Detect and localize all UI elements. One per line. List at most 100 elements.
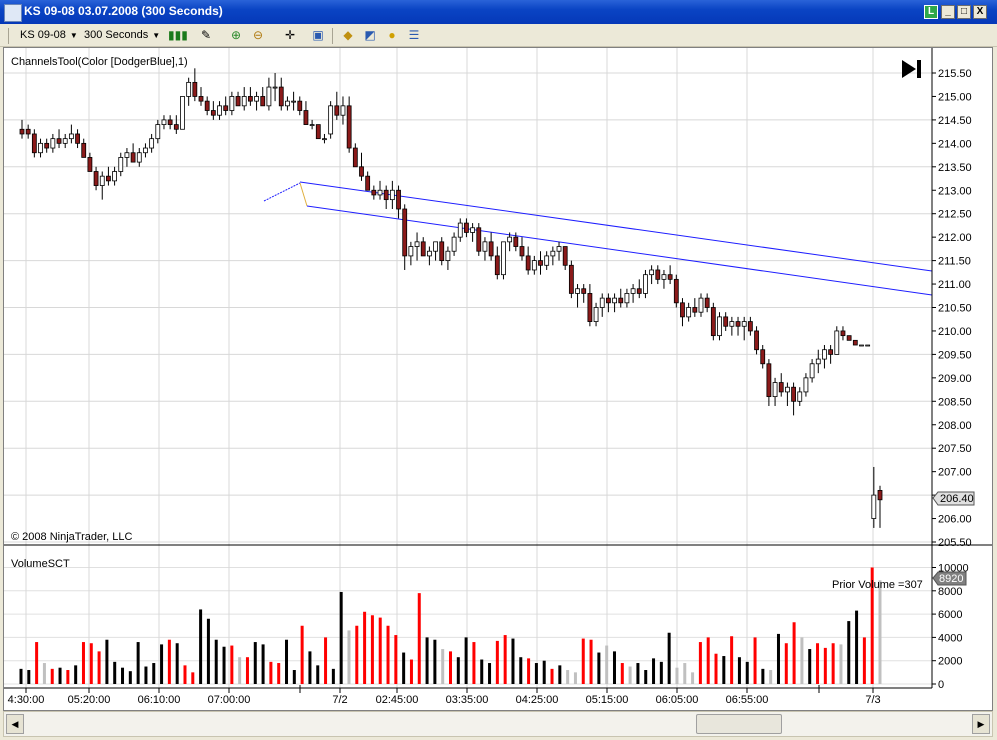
volume-bar <box>816 643 820 684</box>
candle <box>575 284 580 308</box>
candle <box>871 466 877 528</box>
candle <box>118 152 124 177</box>
candle <box>371 185 377 200</box>
candle <box>488 232 494 261</box>
volume-bar <box>683 663 687 684</box>
volume-bar <box>831 643 835 684</box>
candle <box>531 255 537 275</box>
app-icon <box>4 4 22 22</box>
candle <box>624 288 630 308</box>
candle <box>599 293 605 317</box>
candle <box>525 246 531 275</box>
candle <box>186 77 192 106</box>
candle <box>772 377 778 406</box>
candle <box>106 166 111 186</box>
volume-bar <box>183 665 187 684</box>
volume-bar <box>472 642 476 684</box>
price-tick-label: 215.50 <box>938 68 972 80</box>
zoom-in-icon[interactable]: ⊕ <box>230 28 242 42</box>
candle <box>464 218 469 238</box>
candle <box>272 73 278 102</box>
volume-bar <box>612 651 616 684</box>
volume-bar <box>644 670 648 684</box>
chart-style-icon[interactable]: ◩ <box>364 28 376 42</box>
link-button[interactable]: L <box>924 5 938 19</box>
volume-bar <box>378 617 382 684</box>
jump-to-end-icon[interactable] <box>902 60 921 78</box>
candle <box>260 87 266 107</box>
volume-tick-label: 6000 <box>938 609 962 621</box>
candle <box>402 204 408 270</box>
candle <box>315 124 321 140</box>
strategy-icon[interactable]: ◆ <box>343 28 353 42</box>
volume-bar <box>331 668 335 684</box>
chevron-down-icon: ▼ <box>69 31 78 40</box>
pencil-icon[interactable]: ✎ <box>200 28 212 42</box>
candle <box>241 87 247 111</box>
channel-upper-line[interactable] <box>299 181 933 272</box>
candle <box>593 302 599 327</box>
current-volume-marker: 8920 <box>932 571 967 586</box>
candle <box>210 101 216 120</box>
candle <box>785 382 790 406</box>
candle <box>846 335 852 341</box>
volume-bar <box>19 668 23 684</box>
chart-canvas[interactable]: ChannelsTool(Color [DodgerBlue],1) © 200… <box>4 48 992 710</box>
crosshair-icon[interactable]: ✛ <box>284 28 296 42</box>
candle <box>383 185 389 210</box>
candle <box>692 298 698 317</box>
volume-bar <box>636 663 640 684</box>
price-tick-label: 210.50 <box>938 303 972 315</box>
grid-lines <box>4 48 932 688</box>
time-tick-label: 06:10:00 <box>138 694 181 706</box>
period-label: 300 Seconds <box>84 29 149 41</box>
volume-bar <box>480 659 484 684</box>
scroll-thumb[interactable] <box>696 714 782 734</box>
candle <box>87 152 93 172</box>
chart-panel[interactable]: ChannelsTool(Color [DodgerBlue],1) © 200… <box>3 47 993 711</box>
candle <box>680 298 685 327</box>
volume-bar <box>464 637 468 684</box>
zoom-out-icon[interactable]: ⊖ <box>252 28 264 42</box>
candle <box>673 274 679 308</box>
candle <box>396 185 401 219</box>
cash-icon[interactable]: ● <box>388 28 396 42</box>
volume-bar <box>800 637 804 684</box>
candle <box>723 312 729 331</box>
horizontal-scrollbar[interactable]: ◀ ▶ <box>3 711 993 737</box>
volume-bar <box>542 660 546 684</box>
data-box-icon[interactable]: ☰ <box>408 28 420 42</box>
volume-bar <box>573 672 577 684</box>
volume-bar <box>823 647 827 684</box>
candle <box>143 143 148 158</box>
instrument-selector[interactable]: KS 09-08 ▼ <box>20 27 78 43</box>
volume-bar <box>691 672 695 684</box>
candle <box>291 91 296 111</box>
volume-tick-label: 8000 <box>938 586 962 598</box>
candle <box>93 166 99 191</box>
volume-bar <box>308 651 312 684</box>
candle <box>667 265 673 285</box>
scroll-right-arrow[interactable]: ▶ <box>972 714 990 734</box>
volume-bar <box>870 567 874 684</box>
close-button[interactable]: X <box>973 5 987 19</box>
volume-bar <box>394 635 398 684</box>
channel-lower-line[interactable] <box>306 205 933 296</box>
channel-anchor-line <box>263 182 301 202</box>
candle <box>859 344 864 347</box>
candle <box>717 312 722 341</box>
candle <box>865 344 871 347</box>
candle <box>470 223 476 242</box>
candle <box>655 265 661 285</box>
volume-bar <box>175 643 179 684</box>
properties-icon[interactable]: ▣ <box>312 28 324 42</box>
scroll-left-arrow[interactable]: ◀ <box>6 714 24 734</box>
candle <box>130 143 136 163</box>
minimize-button[interactable]: _ <box>941 5 955 19</box>
volume-bar <box>737 657 741 684</box>
volume-bar <box>628 666 632 684</box>
candlestick-icon[interactable]: ▮▮▮ <box>168 28 188 42</box>
maximize-button[interactable]: □ <box>957 5 971 19</box>
candle <box>754 326 759 355</box>
period-selector[interactable]: 300 Seconds ▼ <box>84 27 160 43</box>
